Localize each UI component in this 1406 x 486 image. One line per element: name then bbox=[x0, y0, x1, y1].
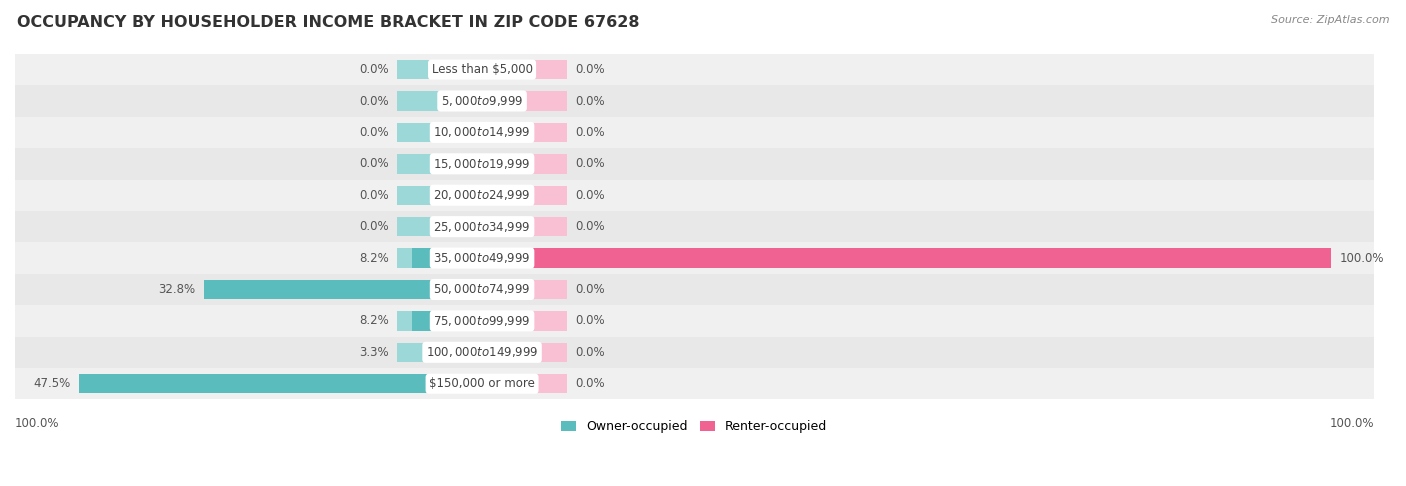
Bar bbox=[15, 368, 1374, 399]
Text: 0.0%: 0.0% bbox=[575, 314, 605, 328]
Text: 0.0%: 0.0% bbox=[359, 157, 388, 170]
Bar bbox=[482, 248, 1331, 268]
Bar bbox=[15, 86, 1374, 117]
Text: 0.0%: 0.0% bbox=[359, 220, 388, 233]
Text: $20,000 to $24,999: $20,000 to $24,999 bbox=[433, 188, 531, 202]
Bar bbox=[204, 280, 482, 299]
Bar bbox=[396, 217, 482, 236]
Bar bbox=[79, 374, 482, 394]
Text: $50,000 to $74,999: $50,000 to $74,999 bbox=[433, 282, 531, 296]
Bar bbox=[15, 211, 1374, 243]
Text: OCCUPANCY BY HOUSEHOLDER INCOME BRACKET IN ZIP CODE 67628: OCCUPANCY BY HOUSEHOLDER INCOME BRACKET … bbox=[17, 15, 640, 30]
Bar bbox=[482, 91, 567, 111]
Bar bbox=[396, 154, 482, 174]
Bar bbox=[482, 186, 567, 205]
Bar bbox=[482, 248, 1331, 268]
Legend: Owner-occupied, Renter-occupied: Owner-occupied, Renter-occupied bbox=[557, 415, 832, 438]
Text: 8.2%: 8.2% bbox=[359, 314, 388, 328]
Bar bbox=[482, 60, 567, 79]
Bar bbox=[396, 248, 482, 268]
Bar bbox=[396, 186, 482, 205]
Bar bbox=[15, 148, 1374, 179]
Bar bbox=[15, 54, 1374, 86]
Bar bbox=[396, 122, 482, 142]
Text: 0.0%: 0.0% bbox=[359, 94, 388, 107]
Bar bbox=[482, 343, 567, 362]
Text: 0.0%: 0.0% bbox=[575, 94, 605, 107]
Text: 47.5%: 47.5% bbox=[32, 377, 70, 390]
Text: 0.0%: 0.0% bbox=[575, 126, 605, 139]
Bar bbox=[15, 305, 1374, 337]
Text: 0.0%: 0.0% bbox=[359, 189, 388, 202]
Bar bbox=[15, 274, 1374, 305]
Bar bbox=[482, 374, 567, 394]
Text: Source: ZipAtlas.com: Source: ZipAtlas.com bbox=[1271, 15, 1389, 25]
Bar bbox=[482, 154, 567, 174]
Text: $150,000 or more: $150,000 or more bbox=[429, 377, 536, 390]
Bar bbox=[15, 179, 1374, 211]
Bar bbox=[396, 343, 482, 362]
Text: $100,000 to $149,999: $100,000 to $149,999 bbox=[426, 346, 538, 359]
Text: $25,000 to $34,999: $25,000 to $34,999 bbox=[433, 220, 531, 234]
Bar bbox=[482, 122, 567, 142]
Text: $35,000 to $49,999: $35,000 to $49,999 bbox=[433, 251, 531, 265]
Text: 0.0%: 0.0% bbox=[359, 126, 388, 139]
Text: 100.0%: 100.0% bbox=[1340, 252, 1385, 264]
Text: 0.0%: 0.0% bbox=[575, 157, 605, 170]
Text: 0.0%: 0.0% bbox=[575, 377, 605, 390]
Bar bbox=[396, 91, 482, 111]
Text: 100.0%: 100.0% bbox=[15, 417, 59, 430]
Text: 0.0%: 0.0% bbox=[575, 189, 605, 202]
Bar bbox=[482, 280, 567, 299]
Bar bbox=[15, 337, 1374, 368]
Bar bbox=[454, 343, 482, 362]
Text: 0.0%: 0.0% bbox=[575, 283, 605, 296]
Bar bbox=[412, 248, 482, 268]
Text: 0.0%: 0.0% bbox=[575, 220, 605, 233]
Bar bbox=[482, 217, 567, 236]
Bar bbox=[482, 311, 567, 330]
Bar bbox=[79, 374, 482, 394]
Text: 0.0%: 0.0% bbox=[359, 63, 388, 76]
Text: $75,000 to $99,999: $75,000 to $99,999 bbox=[433, 314, 531, 328]
Text: $5,000 to $9,999: $5,000 to $9,999 bbox=[441, 94, 523, 108]
Text: 0.0%: 0.0% bbox=[575, 63, 605, 76]
Text: $10,000 to $14,999: $10,000 to $14,999 bbox=[433, 125, 531, 139]
Bar bbox=[412, 311, 482, 330]
Bar bbox=[204, 280, 482, 299]
Text: 0.0%: 0.0% bbox=[575, 346, 605, 359]
Text: 100.0%: 100.0% bbox=[1329, 417, 1374, 430]
Bar bbox=[15, 243, 1374, 274]
Text: 8.2%: 8.2% bbox=[359, 252, 388, 264]
Text: 3.3%: 3.3% bbox=[359, 346, 388, 359]
Bar bbox=[15, 117, 1374, 148]
Text: $15,000 to $19,999: $15,000 to $19,999 bbox=[433, 157, 531, 171]
Bar bbox=[396, 311, 482, 330]
Bar bbox=[396, 60, 482, 79]
Text: 32.8%: 32.8% bbox=[157, 283, 195, 296]
Text: Less than $5,000: Less than $5,000 bbox=[432, 63, 533, 76]
